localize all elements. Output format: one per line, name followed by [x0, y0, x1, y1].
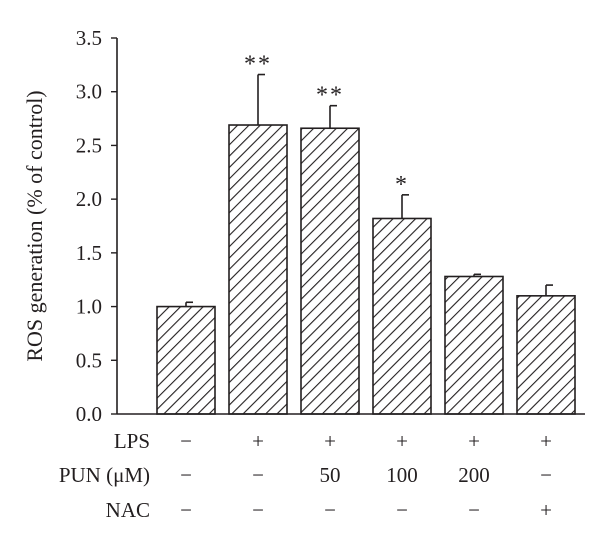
y-tick-label: 3.5 [76, 26, 102, 50]
treatment-cell: − [540, 463, 552, 487]
treatment-table: LPS − + + + + + PUN (μM) − − 50 100 200 − NAC − − − − − + [59, 429, 552, 522]
y-tick-label: 2.5 [76, 133, 102, 157]
bar [300, 127, 360, 415]
treatment-cell: − [396, 498, 408, 522]
treatment-cell: − [468, 498, 480, 522]
treatment-row-label: NAC [106, 498, 150, 522]
significance-marker: ** [244, 52, 272, 78]
treatment-cell: 50 [320, 463, 341, 487]
treatment-cell: − [180, 463, 192, 487]
treatment-row-label: LPS [114, 429, 150, 453]
bar [516, 295, 576, 415]
significance-marker: * [395, 172, 409, 198]
bar [156, 305, 216, 415]
bar [444, 275, 504, 415]
treatment-cell: 200 [458, 463, 490, 487]
treatment-cell: − [180, 429, 192, 453]
bars: ***** [156, 52, 576, 415]
axes [116, 38, 585, 415]
treatment-cell: 100 [386, 463, 418, 487]
treatment-row-label: PUN (μM) [59, 463, 150, 487]
treatment-cell: + [540, 429, 552, 453]
significance-marker: ** [316, 83, 344, 109]
treatment-cell: + [396, 429, 408, 453]
treatment-cell: + [468, 429, 480, 453]
bar [372, 217, 432, 415]
bar [228, 124, 288, 415]
treatment-cell: − [252, 498, 264, 522]
y-axis-label: ROS generation (% of control) [22, 90, 47, 361]
treatment-cell: + [540, 498, 552, 522]
y-tick-label: 0.0 [76, 402, 102, 426]
y-tick-label: 3.0 [76, 80, 102, 104]
treatment-cell: + [324, 429, 336, 453]
y-tick-label: 1.5 [76, 241, 102, 265]
y-tick-label: 2.0 [76, 187, 102, 211]
y-tick-label: 0.5 [76, 348, 102, 372]
treatment-cell: − [180, 498, 192, 522]
treatment-cell: + [252, 429, 264, 453]
treatment-cell: − [324, 498, 336, 522]
y-tick-label: 1.0 [76, 295, 102, 319]
treatment-cell: − [252, 463, 264, 487]
y-ticks: 0.0 0.5 1.0 1.5 2.0 2.5 3.0 3.5 [76, 26, 117, 426]
